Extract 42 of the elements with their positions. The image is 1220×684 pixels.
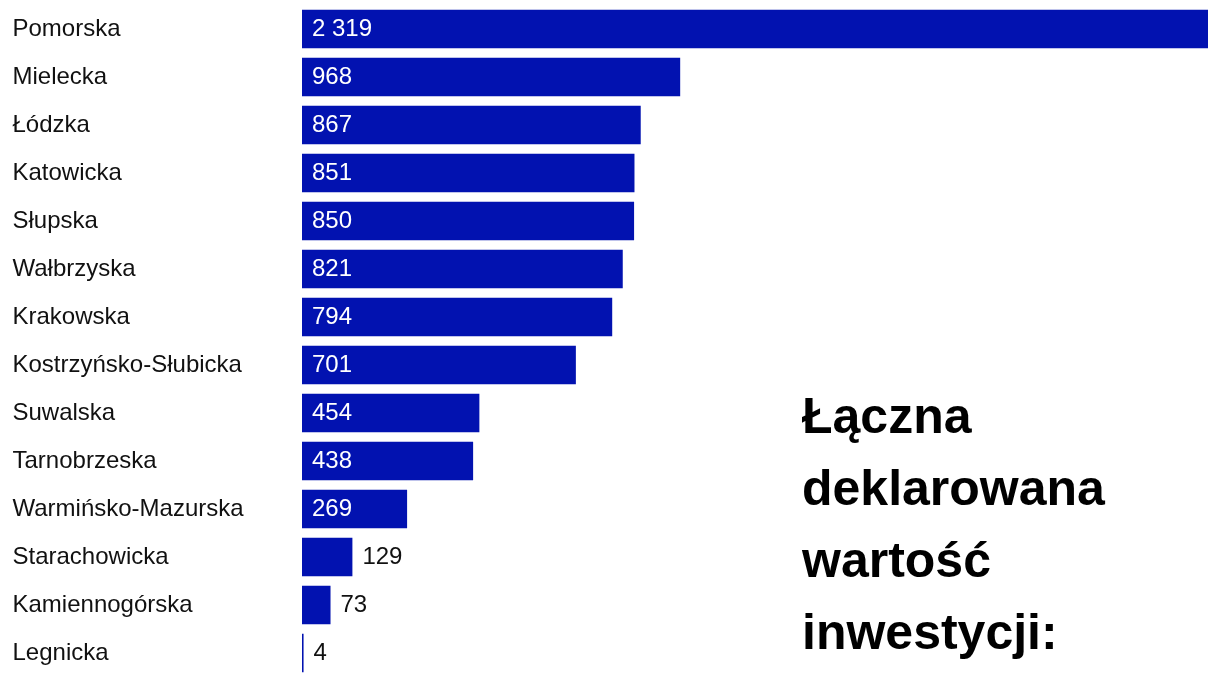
bar	[302, 201, 635, 241]
y-tick-label: Katowicka	[12, 158, 123, 185]
y-tick-label: Suwalska	[12, 398, 116, 425]
data-label: 269	[312, 494, 353, 521]
data-label: 129	[362, 542, 403, 569]
y-tick-label: Mielecka	[12, 62, 108, 89]
bar	[302, 489, 408, 529]
data-label: 454	[312, 398, 353, 425]
y-tick-label: Słupska	[12, 206, 99, 233]
y-tick-label: Łódzka	[12, 110, 91, 137]
bar	[302, 9, 1208, 49]
y-tick-label: Tarnobrzeska	[12, 446, 158, 473]
bar	[302, 105, 641, 145]
y-tick-label: Legnicka	[12, 638, 110, 665]
text: Łączna deklarowana wartość inwestycji:	[801, 388, 1107, 660]
y-tick-label: Warmińsko-Mazurska	[12, 494, 245, 521]
bar	[302, 153, 635, 193]
data-label: 794	[312, 302, 353, 329]
bar	[302, 441, 474, 481]
y-tick-label: Pomorska	[12, 14, 122, 41]
data-label: 867	[312, 110, 353, 137]
bar	[302, 537, 353, 577]
data-label: 73	[340, 590, 368, 617]
data-label: 851	[312, 158, 353, 185]
bar	[302, 393, 480, 433]
data-label: 821	[312, 254, 353, 281]
data-label: 701	[312, 350, 353, 377]
data-label: 4	[313, 638, 327, 665]
data-label: 968	[312, 62, 353, 89]
y-tick-label: Kostrzyńsko-Słubicka	[12, 350, 243, 377]
bar	[302, 345, 576, 385]
y-tick-label: Wałbrzyska	[12, 254, 137, 281]
data-label: 2 319	[312, 14, 373, 41]
data-label: 438	[312, 446, 353, 473]
bar	[302, 249, 623, 289]
bar	[302, 57, 681, 97]
data-label: 850	[312, 206, 353, 233]
bar	[302, 585, 331, 625]
y-tick-label: Krakowska	[12, 302, 131, 329]
bar	[302, 297, 613, 337]
y-tick-label: Starachowicka	[12, 542, 170, 569]
y-tick-label: Kamiennogórska	[12, 590, 194, 617]
